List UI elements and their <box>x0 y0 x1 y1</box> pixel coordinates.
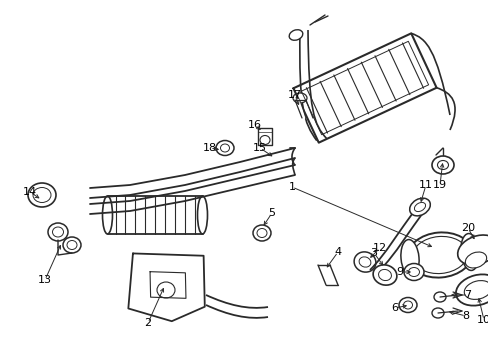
Ellipse shape <box>465 252 486 268</box>
Text: 4: 4 <box>334 247 341 257</box>
Text: 8: 8 <box>462 311 468 321</box>
Text: 9: 9 <box>396 267 403 277</box>
Ellipse shape <box>409 198 429 216</box>
Ellipse shape <box>412 237 467 274</box>
Text: 16: 16 <box>247 120 262 130</box>
Ellipse shape <box>33 188 51 202</box>
Text: 11: 11 <box>418 180 432 190</box>
Ellipse shape <box>288 30 302 40</box>
Ellipse shape <box>437 161 447 170</box>
Ellipse shape <box>67 240 77 249</box>
Ellipse shape <box>431 156 453 174</box>
Ellipse shape <box>48 223 68 241</box>
Ellipse shape <box>414 202 425 212</box>
Text: 18: 18 <box>203 143 217 153</box>
Ellipse shape <box>260 135 269 144</box>
Ellipse shape <box>63 237 81 253</box>
Text: 2: 2 <box>144 318 151 328</box>
Ellipse shape <box>463 280 488 300</box>
Ellipse shape <box>28 183 56 207</box>
Ellipse shape <box>216 140 234 156</box>
Ellipse shape <box>372 265 396 285</box>
Ellipse shape <box>407 233 471 278</box>
Ellipse shape <box>52 227 63 237</box>
Text: 17: 17 <box>287 90 302 100</box>
Ellipse shape <box>378 269 390 280</box>
Ellipse shape <box>197 196 207 234</box>
Ellipse shape <box>455 274 488 306</box>
Ellipse shape <box>403 264 423 280</box>
Text: 14: 14 <box>23 187 37 197</box>
Text: 13: 13 <box>38 275 52 285</box>
Ellipse shape <box>292 93 306 103</box>
Ellipse shape <box>457 235 488 265</box>
Ellipse shape <box>433 292 445 302</box>
Ellipse shape <box>353 252 375 272</box>
Text: 12: 12 <box>372 243 386 253</box>
Ellipse shape <box>102 196 112 234</box>
Ellipse shape <box>257 229 266 238</box>
Ellipse shape <box>460 234 478 270</box>
Text: 6: 6 <box>391 303 398 313</box>
Ellipse shape <box>220 144 229 152</box>
Ellipse shape <box>403 301 412 309</box>
Ellipse shape <box>157 282 175 298</box>
Ellipse shape <box>252 225 270 241</box>
Ellipse shape <box>398 297 416 312</box>
Ellipse shape <box>407 267 419 276</box>
Ellipse shape <box>431 308 443 318</box>
Text: 5: 5 <box>268 208 275 218</box>
Text: 7: 7 <box>464 290 470 300</box>
Text: 19: 19 <box>432 180 446 190</box>
Text: 10: 10 <box>476 315 488 325</box>
Text: 3: 3 <box>370 248 377 258</box>
Ellipse shape <box>358 257 370 267</box>
Ellipse shape <box>400 239 418 276</box>
Text: 1: 1 <box>288 182 295 192</box>
Text: 15: 15 <box>252 143 266 153</box>
Text: 20: 20 <box>460 223 474 233</box>
